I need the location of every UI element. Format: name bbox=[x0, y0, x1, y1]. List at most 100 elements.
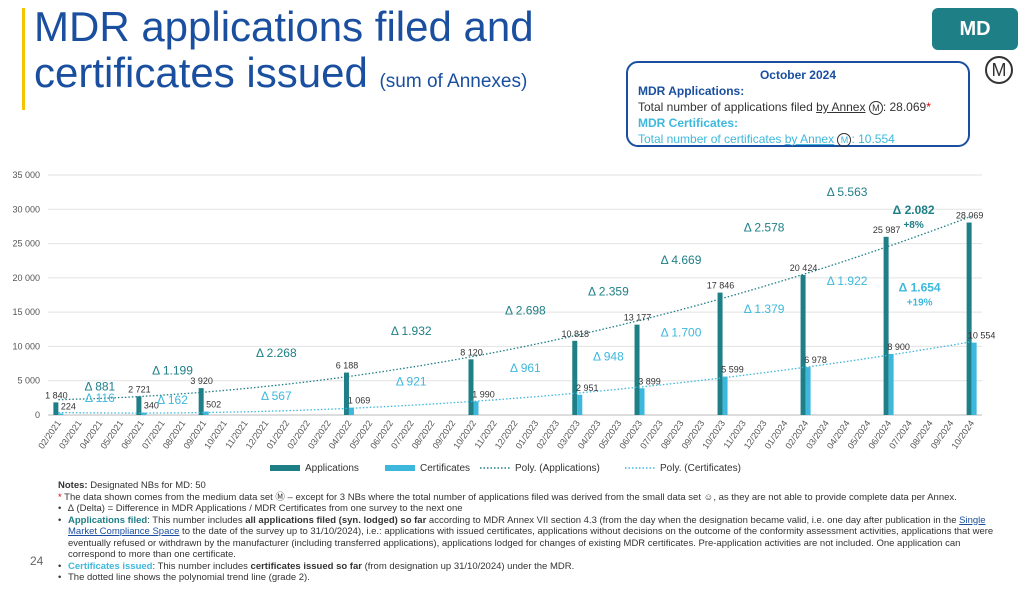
certificates-bar bbox=[58, 413, 64, 415]
applications-delta-label: Δ 5.563 bbox=[827, 185, 868, 199]
applications-value-label: 10 818 bbox=[562, 329, 590, 339]
notes-cert-bold: certificates issued so far bbox=[250, 560, 362, 572]
notes-designated-text: Designated NBs for MD: 50 bbox=[87, 480, 206, 491]
legend-label: Poly. (Certificates) bbox=[660, 463, 741, 474]
infobox-app-link[interactable]: by Annex bbox=[816, 100, 866, 114]
y-tick-label: 30 000 bbox=[12, 204, 40, 214]
applications-delta-label: Δ 1.932 bbox=[391, 324, 432, 338]
certificates-delta-label: Δ 1.379 bbox=[744, 302, 785, 316]
certificates-delta-label: Δ 1.922 bbox=[827, 274, 868, 288]
applications-bar bbox=[198, 388, 204, 415]
legend-label: Certificates bbox=[420, 463, 470, 474]
infobox-cert-label: MDR Certificates: bbox=[638, 116, 739, 130]
page-title: MDR applications filed and certificates … bbox=[34, 4, 534, 105]
y-tick-label: 25 000 bbox=[12, 239, 40, 249]
applications-delta-label: Δ 2.698 bbox=[505, 303, 546, 317]
infobox-app-text: Total number of applications filed bbox=[638, 100, 817, 114]
infobox-app-label: MDR Applications: bbox=[638, 84, 745, 98]
notes-title: Notes: bbox=[58, 480, 88, 491]
certificates-delta-label: Δ 116 bbox=[85, 391, 115, 405]
applications-value-label: 17 846 bbox=[707, 281, 735, 291]
certificates-value-label: 6 978 bbox=[804, 355, 827, 365]
legend-label: Poly. (Applications) bbox=[515, 463, 600, 474]
notes-cert-text-1: : This number includes bbox=[152, 560, 251, 572]
certificates-value-label: 340 bbox=[144, 401, 159, 411]
applications-bar bbox=[717, 292, 723, 415]
applications-value-label: 1 840 bbox=[45, 390, 68, 400]
applications-value-label: 2 721 bbox=[128, 384, 151, 394]
mdr-chart: 0 5 000 10 000 15 000 20 000 25 000 30 000 35 0… bbox=[12, 170, 996, 474]
applications-value-label: 3 920 bbox=[190, 376, 213, 386]
applications-bar bbox=[634, 324, 640, 415]
infobox-app-star: * bbox=[926, 100, 931, 114]
medium-dataset-icon: M bbox=[985, 56, 1013, 84]
notes-delta: • ∆ (Delta) = Difference in MDR Applicati… bbox=[58, 503, 463, 514]
y-tick-label: 10 000 bbox=[12, 341, 40, 351]
certificates-bar bbox=[203, 411, 209, 415]
notes-app-label: Applications filed bbox=[68, 514, 148, 526]
certificates-value-label: 10 554 bbox=[968, 331, 996, 341]
applications-delta-pct: +8% bbox=[903, 220, 923, 231]
title-line-2-text: certificates issued bbox=[34, 49, 368, 96]
notes-section: Notes: Designated NBs for MD: 50 * The d… bbox=[58, 480, 1008, 584]
applications-bar bbox=[53, 402, 59, 415]
single-market-link[interactable]: Single Market Compliance Space bbox=[68, 514, 986, 538]
notes-cert-text-2: (from designation up 31/10/2024) under t… bbox=[361, 560, 575, 572]
applications-delta-label: Δ 881 bbox=[85, 379, 116, 393]
certificates-delta-label: Δ 567 bbox=[261, 389, 292, 403]
notes-star: * The data shown comes from the medium d… bbox=[58, 492, 1008, 504]
applications-delta-label: Δ 4.669 bbox=[661, 253, 702, 267]
infobox-cert-link[interactable]: by Annex bbox=[784, 132, 835, 146]
title-line-2: certificates issued (sum of Annexes) bbox=[34, 50, 534, 105]
certificates-bar bbox=[888, 353, 894, 415]
certificates-bar bbox=[348, 407, 354, 415]
page-number: 24 bbox=[30, 554, 44, 568]
infobox-header: October 2024 bbox=[759, 68, 837, 82]
certificates-value-label: 1 990 bbox=[472, 389, 495, 399]
y-tick-label: 20 000 bbox=[12, 273, 40, 283]
notes-star-mark: * bbox=[58, 491, 62, 503]
title-line-1: MDR applications filed and bbox=[34, 3, 534, 50]
md-badge: MD bbox=[932, 8, 1018, 50]
certificates-bar bbox=[722, 376, 728, 415]
certificates-value-label: 224 bbox=[61, 401, 76, 411]
y-tick-label: 5 000 bbox=[17, 376, 40, 386]
notes-app-bold: all applications filed (syn. lodged) so … bbox=[245, 514, 427, 526]
applications-delta-label: Δ 2.359 bbox=[588, 285, 629, 299]
applications-bar bbox=[800, 274, 806, 415]
certificates-value-label: 2 951 bbox=[576, 383, 599, 393]
notes-applications: • Applications filed: This number include… bbox=[58, 514, 994, 561]
title-accent-bar bbox=[22, 8, 25, 110]
notes-app-text-1: : This number includes bbox=[147, 514, 246, 526]
certificates-bar bbox=[639, 388, 645, 415]
certificates-delta-label: Δ 162 bbox=[157, 393, 188, 407]
applications-value-label: 8 120 bbox=[460, 347, 483, 357]
applications-delta-label: Δ 2.082 bbox=[893, 203, 935, 217]
certificates-value-label: 5 599 bbox=[721, 365, 744, 375]
applications-bar bbox=[136, 396, 142, 415]
certificates-value-label: 1 069 bbox=[348, 396, 371, 406]
notes-delta-text: ∆ (Delta) = Difference in MDR Applicatio… bbox=[68, 503, 463, 514]
certificates-value-label: 502 bbox=[206, 400, 221, 410]
notes-designated: Notes: Designated NBs for MD: 50 bbox=[58, 480, 1008, 492]
title-subtitle: (sum of Annexes) bbox=[379, 71, 528, 92]
certificates-trendline bbox=[58, 341, 972, 414]
notes-cert-label: Certificates issued bbox=[68, 560, 153, 572]
applications-bar bbox=[572, 340, 578, 415]
infobox-cert-line: Total number of certificates by Annex M:… bbox=[638, 131, 958, 147]
notes-certificates: • Certificates issued: This number includ… bbox=[58, 560, 575, 572]
medium-dataset-icon: M bbox=[837, 132, 852, 147]
certificates-bar bbox=[805, 367, 811, 415]
applications-delta-label: Δ 2.268 bbox=[256, 346, 297, 360]
certificates-delta-label: Δ 961 bbox=[510, 361, 541, 375]
applications-bar bbox=[883, 236, 889, 415]
certificates-bar bbox=[473, 401, 479, 415]
legend-swatch bbox=[270, 465, 300, 471]
medium-dataset-icon: M bbox=[868, 100, 883, 115]
legend-label: Applications bbox=[305, 463, 359, 474]
certificates-delta-label: Δ 948 bbox=[593, 350, 624, 364]
certificates-value-label: 3 899 bbox=[638, 376, 661, 386]
applications-value-label: 13 177 bbox=[624, 313, 652, 323]
y-tick-label: 35 000 bbox=[12, 170, 40, 180]
applications-value-label: 20 424 bbox=[790, 263, 818, 273]
